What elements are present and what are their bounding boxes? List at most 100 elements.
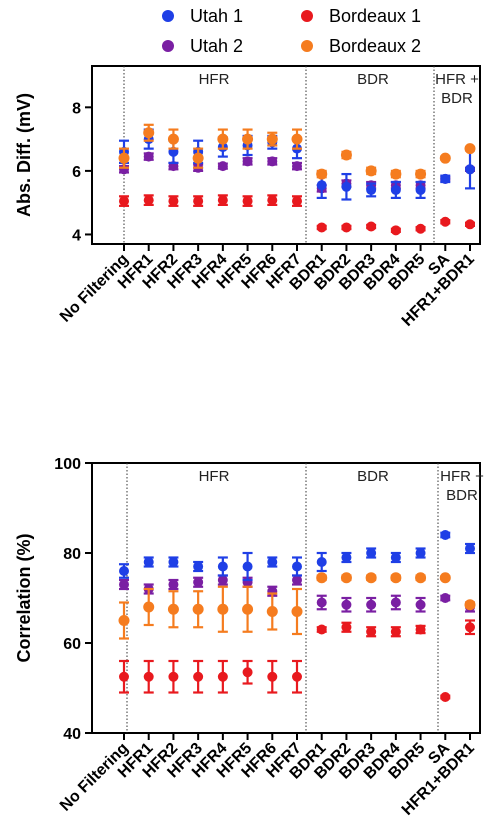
point-bordeaux-2 bbox=[118, 152, 130, 164]
point-utah-2 bbox=[292, 161, 302, 172]
point-bordeaux-1 bbox=[390, 626, 401, 637]
point-bordeaux-1 bbox=[415, 624, 426, 635]
legend-label-utah-2: Utah 2 bbox=[190, 36, 243, 56]
section-label-bdr: BDR bbox=[357, 468, 389, 485]
point-bordeaux-1 bbox=[292, 196, 302, 207]
point-bordeaux-2 bbox=[242, 603, 254, 615]
point-bordeaux-2 bbox=[365, 165, 377, 177]
plot-frame bbox=[91, 65, 481, 245]
point-bordeaux-2 bbox=[167, 133, 179, 145]
point-bordeaux-2 bbox=[291, 133, 303, 145]
point-bordeaux-1 bbox=[341, 622, 352, 633]
y-tick-label: 8 bbox=[72, 100, 81, 117]
point-bordeaux-2 bbox=[266, 606, 278, 617]
point-bordeaux-1 bbox=[119, 671, 129, 682]
legend-marker-bordeaux-2 bbox=[301, 40, 313, 52]
point-utah-2 bbox=[217, 575, 228, 585]
point-bordeaux-2 bbox=[217, 133, 229, 145]
point-bordeaux-2 bbox=[415, 572, 427, 584]
point-bordeaux-1 bbox=[267, 671, 278, 682]
point-utah-1 bbox=[316, 557, 327, 567]
point-utah-1 bbox=[440, 173, 451, 184]
point-bordeaux-1 bbox=[217, 195, 228, 206]
point-bordeaux-1 bbox=[242, 667, 253, 678]
legend: Utah 1 Bordeaux 1 Utah 2 Bordeaux 2 bbox=[162, 6, 421, 56]
point-utah-2 bbox=[292, 575, 302, 585]
y-tick-label: 40 bbox=[63, 726, 81, 743]
section-label-hfr: HFR bbox=[199, 468, 230, 485]
point-utah-1 bbox=[119, 566, 129, 576]
point-bordeaux-2 bbox=[439, 572, 451, 584]
point-utah-1 bbox=[242, 561, 253, 572]
x-tick-label-no-filtering: No Filtering bbox=[57, 740, 132, 815]
section-label-bdr: BDR bbox=[357, 71, 389, 88]
point-utah-2 bbox=[415, 599, 426, 610]
point-utah-1 bbox=[217, 561, 228, 572]
point-utah-2 bbox=[316, 597, 327, 608]
point-utah-1 bbox=[415, 548, 426, 558]
point-utah-1 bbox=[267, 557, 278, 567]
point-bordeaux-1 bbox=[143, 195, 154, 206]
point-bordeaux-2 bbox=[439, 152, 451, 164]
point-utah-2 bbox=[193, 577, 204, 588]
point-bordeaux-1 bbox=[465, 219, 475, 230]
point-bordeaux-2 bbox=[464, 599, 476, 611]
point-bordeaux-2 bbox=[217, 603, 229, 615]
y-tick-label: 80 bbox=[63, 546, 81, 563]
point-utah-1 bbox=[440, 530, 451, 540]
legend-marker-bordeaux-1 bbox=[301, 10, 313, 22]
point-utah-1 bbox=[366, 548, 377, 558]
legend-marker-utah-1 bbox=[162, 10, 174, 22]
point-bordeaux-1 bbox=[415, 223, 426, 234]
point-utah-1 bbox=[193, 561, 204, 572]
point-utah-2 bbox=[119, 579, 129, 590]
point-utah-1 bbox=[292, 561, 302, 572]
point-bordeaux-1 bbox=[217, 671, 228, 682]
point-bordeaux-1 bbox=[119, 196, 129, 207]
point-bordeaux-2 bbox=[118, 615, 130, 626]
point-bordeaux-1 bbox=[366, 626, 377, 637]
point-utah-1 bbox=[465, 164, 475, 175]
point-bordeaux-1 bbox=[292, 671, 302, 682]
point-bordeaux-1 bbox=[366, 221, 377, 232]
section-label-hfr-bdr: HFR + BDR bbox=[440, 468, 484, 504]
legend-marker-utah-2 bbox=[162, 40, 174, 52]
point-bordeaux-1 bbox=[316, 624, 327, 635]
point-bordeaux-2 bbox=[390, 168, 402, 180]
point-utah-1 bbox=[143, 557, 154, 567]
point-bordeaux-2 bbox=[192, 603, 204, 615]
point-bordeaux-1 bbox=[341, 222, 352, 233]
point-bordeaux-2 bbox=[340, 149, 352, 161]
x-tick-label-no-filtering: No Filtering bbox=[57, 251, 132, 326]
legend-label-bordeaux-1: Bordeaux 1 bbox=[329, 6, 421, 26]
point-bordeaux-2 bbox=[390, 572, 402, 584]
point-utah-1 bbox=[465, 543, 475, 554]
point-utah-2 bbox=[217, 161, 228, 172]
point-bordeaux-1 bbox=[440, 216, 451, 227]
point-utah-2 bbox=[168, 579, 179, 590]
point-utah-1 bbox=[390, 552, 401, 563]
point-bordeaux-1 bbox=[390, 225, 401, 236]
point-utah-2 bbox=[143, 151, 154, 162]
point-bordeaux-1 bbox=[193, 671, 204, 682]
point-bordeaux-1 bbox=[143, 671, 154, 682]
point-utah-1 bbox=[341, 181, 352, 192]
point-bordeaux-1 bbox=[168, 196, 179, 207]
point-bordeaux-2 bbox=[316, 168, 328, 180]
point-utah-2 bbox=[366, 599, 377, 610]
point-bordeaux-2 bbox=[143, 601, 155, 613]
legend-label-utah-1: Utah 1 bbox=[190, 6, 243, 26]
chart-correlation: HFR BDR HFR + BDR 40 60 80 100 Correlation (%) No… bbox=[14, 456, 484, 819]
y-axis-label: Abs. Diff. (mV) bbox=[14, 93, 34, 217]
point-utah-1 bbox=[168, 557, 179, 567]
point-bordeaux-2 bbox=[167, 603, 179, 615]
point-utah-1 bbox=[341, 552, 352, 563]
point-utah-2 bbox=[440, 593, 451, 603]
point-utah-2 bbox=[341, 599, 352, 610]
point-bordeaux-2 bbox=[365, 572, 377, 584]
legend-label-bordeaux-2: Bordeaux 2 bbox=[329, 36, 421, 56]
point-bordeaux-2 bbox=[415, 168, 427, 180]
point-utah-1 bbox=[316, 180, 327, 191]
point-utah-1 bbox=[366, 184, 377, 195]
